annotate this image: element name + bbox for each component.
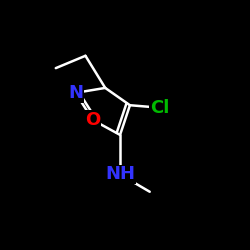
Text: NH: NH (105, 166, 135, 184)
Text: N: N (68, 84, 83, 102)
Text: Cl: Cl (150, 99, 169, 117)
Text: O: O (85, 111, 100, 129)
